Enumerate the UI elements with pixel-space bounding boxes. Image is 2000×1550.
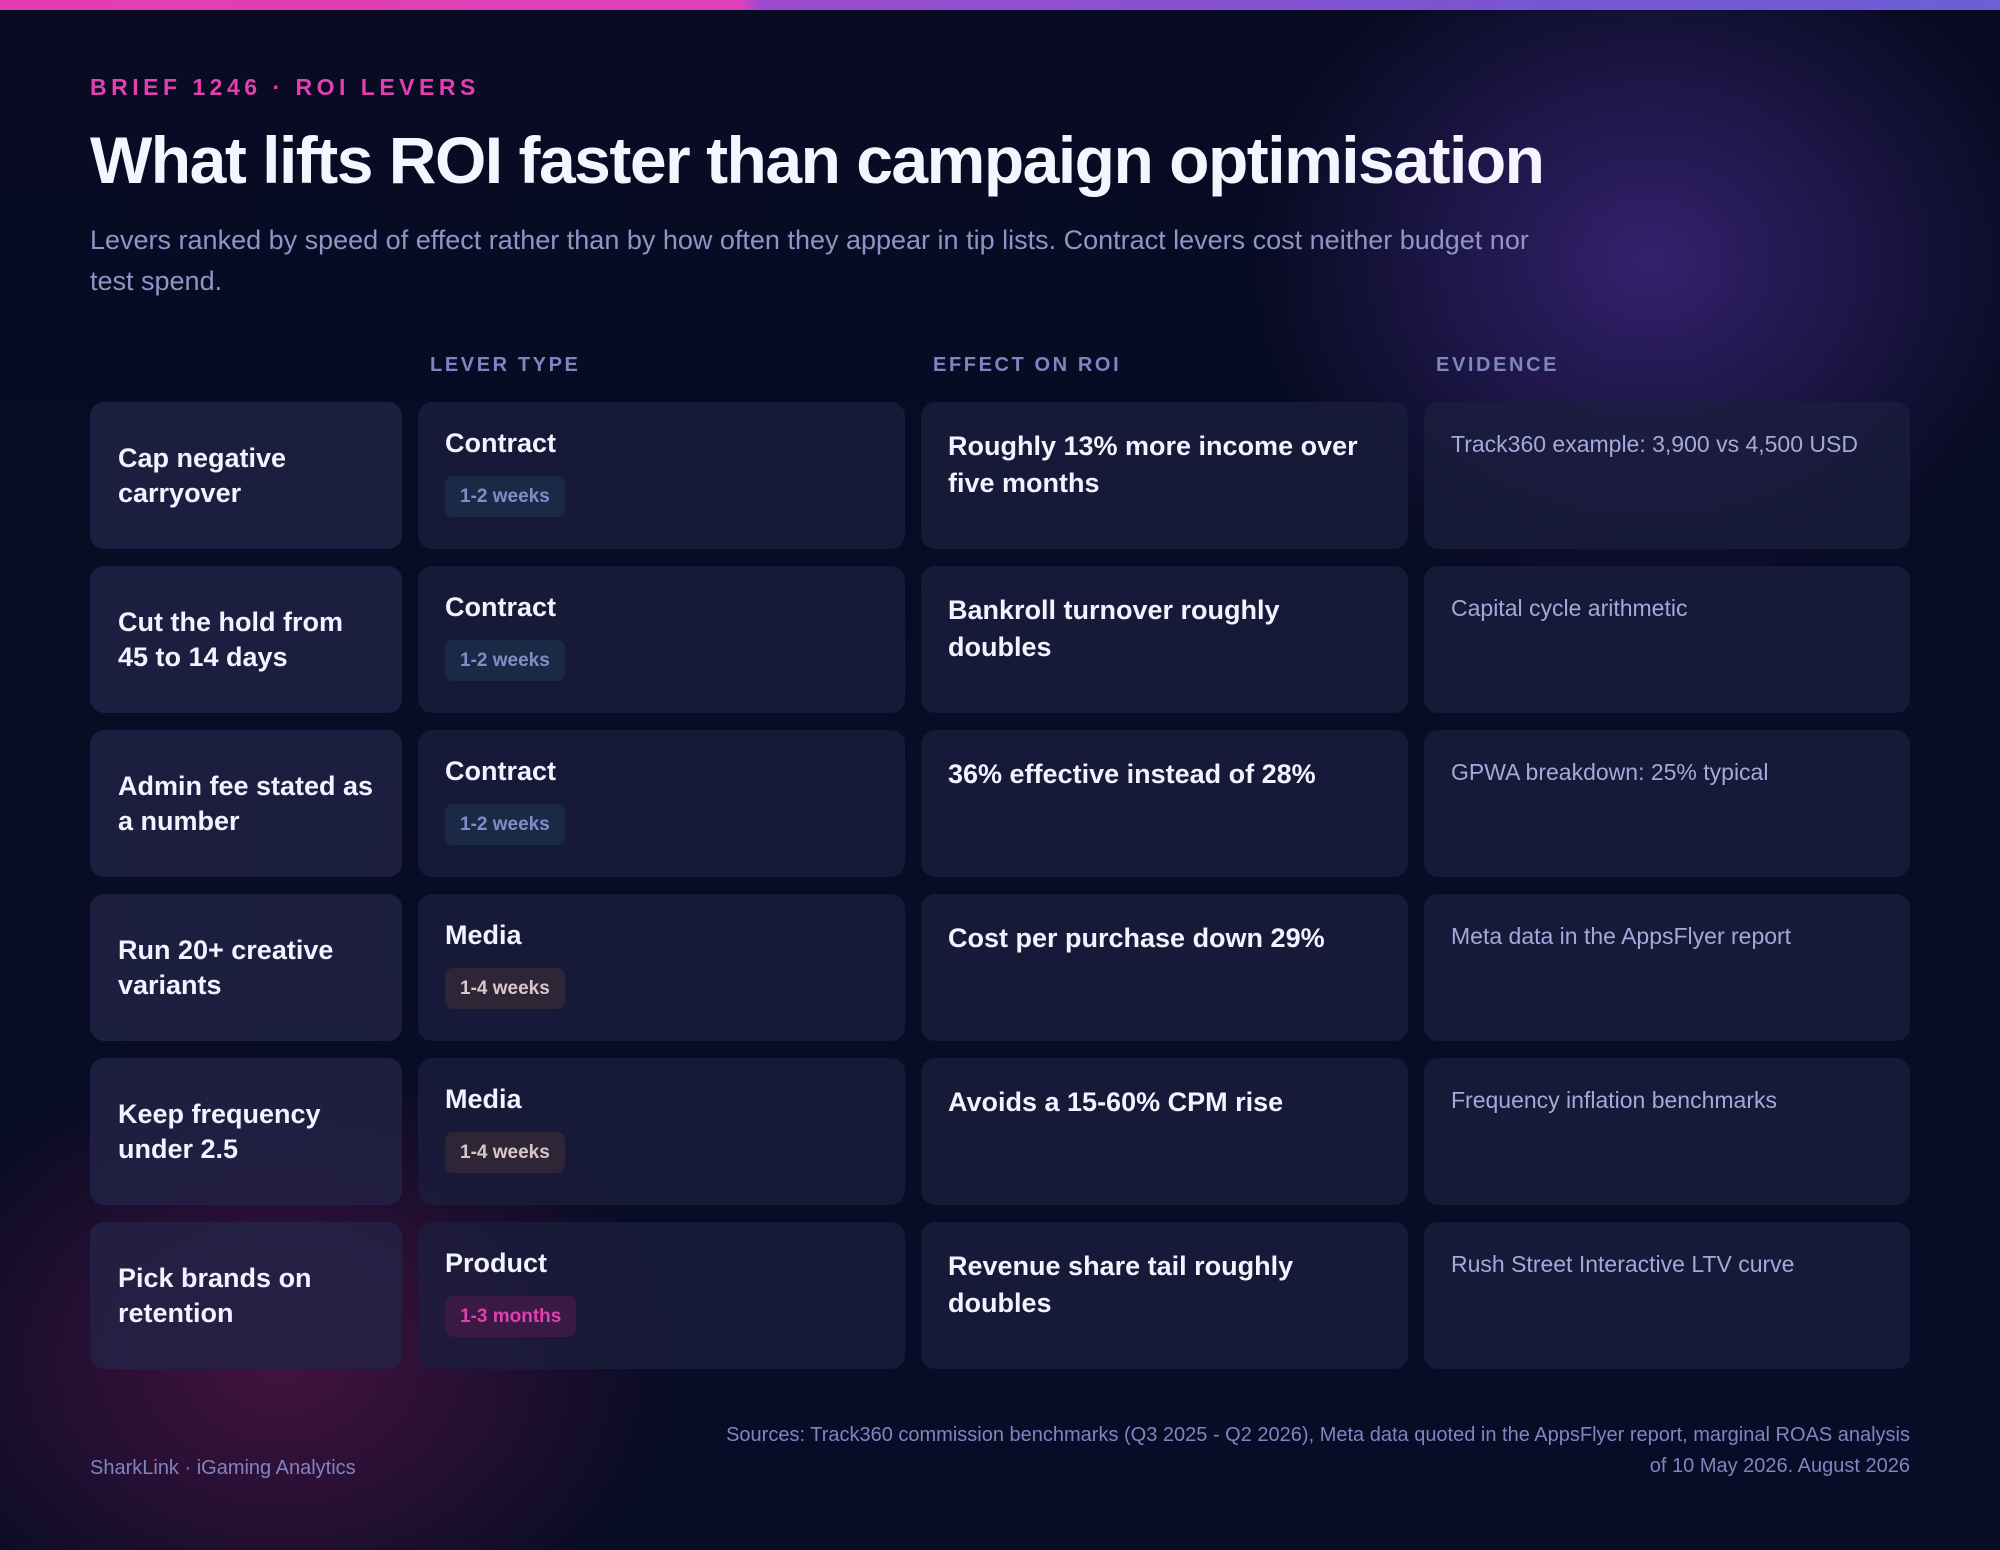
- effect-cell: Cost per purchase down 29%: [921, 894, 1408, 1041]
- table-row: Cap negative carryover Contract 1-2 week…: [90, 402, 1910, 549]
- effect-text: 36% effective instead of 28%: [948, 759, 1316, 789]
- evidence-text: Meta data in the AppsFlyer report: [1451, 923, 1792, 949]
- lever-type-cell: Contract 1-2 weeks: [418, 566, 905, 713]
- evidence-cell: Capital cycle arithmetic: [1424, 566, 1910, 713]
- effect-text: Cost per purchase down 29%: [948, 923, 1325, 953]
- evidence-cell: Meta data in the AppsFlyer report: [1424, 894, 1910, 1041]
- evidence-text: Rush Street Interactive LTV curve: [1451, 1251, 1795, 1277]
- page-title: What lifts ROI faster than campaign opti…: [90, 123, 1545, 197]
- timeframe-badge: 1-2 weeks: [445, 804, 565, 845]
- lever-name: Cap negative carryover: [90, 402, 402, 549]
- table-row: Run 20+ creative variants Media 1-4 week…: [90, 894, 1910, 1041]
- lever-table: Cap negative carryover Contract 1-2 week…: [90, 402, 1910, 1386]
- evidence-cell: Track360 example: 3,900 vs 4,500 USD: [1424, 402, 1910, 549]
- effect-cell: Revenue share tail roughly doubles: [921, 1222, 1408, 1369]
- effect-text: Roughly 13% more income over five months: [948, 431, 1358, 498]
- lever-type-label: Media: [445, 920, 522, 950]
- evidence-text: GPWA breakdown: 25% typical: [1451, 759, 1769, 785]
- effect-cell: 36% effective instead of 28%: [921, 730, 1408, 877]
- column-header-effect: EFFECT ON ROI: [933, 354, 1122, 376]
- column-header-lever-type: LEVER TYPE: [430, 354, 581, 376]
- lever-type-label: Contract: [445, 756, 557, 786]
- lever-name: Run 20+ creative variants: [90, 894, 402, 1041]
- effect-text: Revenue share tail roughly doubles: [948, 1251, 1294, 1318]
- footer-sources: Sources: Track360 commission benchmarks …: [726, 1424, 1910, 1477]
- effect-text: Bankroll turnover roughly doubles: [948, 595, 1280, 662]
- evidence-cell: Frequency inflation benchmarks: [1424, 1058, 1910, 1205]
- evidence-text: Frequency inflation benchmarks: [1451, 1087, 1777, 1113]
- lever-type-label: Product: [445, 1248, 548, 1278]
- column-header-evidence: EVIDENCE: [1436, 354, 1560, 376]
- effect-cell: Avoids a 15-60% CPM rise: [921, 1058, 1408, 1205]
- evidence-cell: GPWA breakdown: 25% typical: [1424, 730, 1910, 877]
- brief-eyebrow: BRIEF 1246 · ROI LEVERS: [90, 74, 480, 100]
- lever-type-label: Media: [445, 1084, 522, 1114]
- lever-type-cell: Contract 1-2 weeks: [418, 730, 905, 877]
- timeframe-badge: 1-4 weeks: [445, 968, 565, 1009]
- page-subtitle: Levers ranked by speed of effect rather …: [90, 225, 1529, 296]
- effect-cell: Bankroll turnover roughly doubles: [921, 566, 1408, 713]
- lever-name: Pick brands on retention: [90, 1222, 402, 1369]
- lever-name: Cut the hold from 45 to 14 days: [90, 566, 402, 713]
- effect-cell: Roughly 13% more income over five months: [921, 402, 1408, 549]
- lever-type-cell: Product 1-3 months: [418, 1222, 905, 1369]
- timeframe-badge: 1-4 weeks: [445, 1132, 565, 1173]
- lever-name: Admin fee stated as a number: [90, 730, 402, 877]
- footer-brand: SharkLink · iGaming Analytics: [90, 1457, 356, 1479]
- effect-text: Avoids a 15-60% CPM rise: [948, 1087, 1284, 1117]
- lever-name: Keep frequency under 2.5: [90, 1058, 402, 1205]
- lever-type-cell: Media 1-4 weeks: [418, 1058, 905, 1205]
- table-row: Admin fee stated as a number Contract 1-…: [90, 730, 1910, 877]
- table-row: Cut the hold from 45 to 14 days Contract…: [90, 566, 1910, 713]
- table-row: Keep frequency under 2.5 Media 1-4 weeks…: [90, 1058, 1910, 1205]
- lever-type-cell: Contract 1-2 weeks: [418, 402, 905, 549]
- top-accent-bar: [0, 0, 2000, 10]
- timeframe-badge: 1-2 weeks: [445, 476, 565, 517]
- timeframe-badge: 1-3 months: [445, 1296, 577, 1337]
- table-row: Pick brands on retention Product 1-3 mon…: [90, 1222, 1910, 1369]
- lever-type-cell: Media 1-4 weeks: [418, 894, 905, 1041]
- lever-type-label: Contract: [445, 428, 557, 458]
- evidence-text: Capital cycle arithmetic: [1451, 595, 1688, 621]
- timeframe-badge: 1-2 weeks: [445, 640, 565, 681]
- evidence-text: Track360 example: 3,900 vs 4,500 USD: [1451, 431, 1858, 457]
- lever-type-label: Contract: [445, 592, 557, 622]
- evidence-cell: Rush Street Interactive LTV curve: [1424, 1222, 1910, 1369]
